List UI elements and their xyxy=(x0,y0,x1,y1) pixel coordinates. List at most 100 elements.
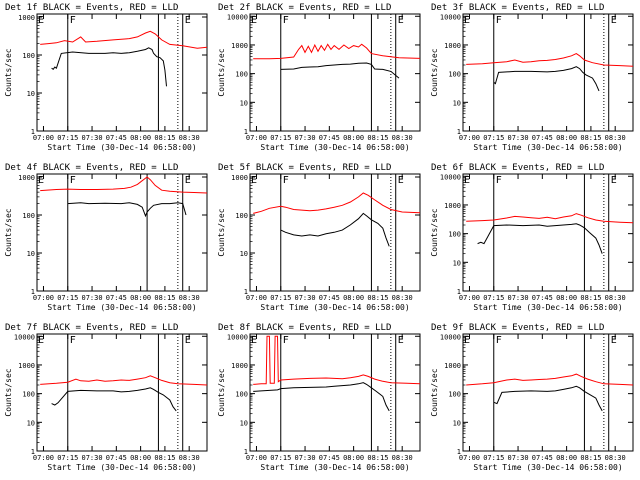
event-marker-label: F xyxy=(496,335,502,346)
event-marker-label: E xyxy=(398,335,404,346)
x-tick-label: 08:15 xyxy=(580,294,601,302)
y-tick-label: 1000 xyxy=(444,362,461,370)
event-marker-label: F xyxy=(283,175,289,186)
panel-title: Det 7f BLACK = Events, RED = LLD xyxy=(5,323,178,333)
x-axis-label: Start Time (30-Dec-14 06:58:00) xyxy=(47,463,196,472)
panel-title: Det 2f BLACK = Events, RED = LLD xyxy=(218,3,391,13)
events-series-line xyxy=(280,212,390,247)
y-tick-label: 1 xyxy=(244,288,248,296)
events-series-line xyxy=(51,47,167,87)
x-tick-label: 07:30 xyxy=(295,294,316,302)
x-tick-label: 07:00 xyxy=(246,294,267,302)
events-series-line xyxy=(67,202,187,218)
y-tick-label: 1000 xyxy=(444,42,461,50)
x-tick-label: 07:15 xyxy=(270,294,291,302)
y-tick-label: 1 xyxy=(31,448,35,456)
events-series-line xyxy=(477,223,603,254)
lld-series-line xyxy=(253,43,421,60)
event-marker-label: F xyxy=(283,15,289,26)
x-tick-label: 08:30 xyxy=(605,294,626,302)
plot-frame xyxy=(249,333,421,452)
x-tick-label: 08:30 xyxy=(179,134,200,142)
y-tick-label: 1 xyxy=(457,448,461,456)
plot-frame xyxy=(462,333,634,452)
x-tick-label: 07:30 xyxy=(82,134,103,142)
x-tick-label: 07:15 xyxy=(483,454,504,462)
y-tick-label: 10000 xyxy=(440,333,461,341)
x-tick-label: 07:45 xyxy=(106,134,127,142)
y-axis-label: Counts/sec xyxy=(4,208,13,256)
left-edge-marker-label: E xyxy=(251,335,257,346)
x-tick-label: 07:45 xyxy=(319,294,340,302)
x-tick-label: 07:15 xyxy=(270,454,291,462)
panel-8: Det 8f BLACK = Events, RED = LLD Counts/s… xyxy=(217,323,421,472)
x-tick-label: 07:00 xyxy=(246,134,267,142)
y-tick-label: 1 xyxy=(244,128,248,136)
x-tick-label: 07:30 xyxy=(295,134,316,142)
left-edge-marker-label: E xyxy=(38,175,44,186)
y-tick-label: 10 xyxy=(240,99,248,107)
x-tick-label: 08:00 xyxy=(130,454,151,462)
x-tick-label: 08:15 xyxy=(154,134,175,142)
y-tick-label: 1 xyxy=(244,448,248,456)
x-tick-label: 08:00 xyxy=(556,134,577,142)
x-tick-label: 07:15 xyxy=(483,294,504,302)
y-tick-label: 10000 xyxy=(440,13,461,21)
left-edge-marker-label: E xyxy=(38,335,44,346)
x-tick-label: 08:00 xyxy=(343,134,364,142)
x-tick-label: 07:45 xyxy=(319,454,340,462)
event-marker-label: E xyxy=(611,335,617,346)
y-tick-label: 1000 xyxy=(18,362,35,370)
x-tick-label: 08:30 xyxy=(392,454,413,462)
x-tick-label: 08:00 xyxy=(343,454,364,462)
y-axis-label: Counts/sec xyxy=(4,48,13,96)
x-tick-label: 08:30 xyxy=(605,134,626,142)
x-axis-label: Start Time (30-Dec-14 06:58:00) xyxy=(260,303,409,312)
panel-5: Det 5f BLACK = Events, RED = LLD Counts/s… xyxy=(217,163,421,312)
x-tick-label: 07:30 xyxy=(508,294,529,302)
event-marker-label: E xyxy=(611,15,617,26)
x-tick-label: 08:00 xyxy=(556,294,577,302)
lld-series-line xyxy=(253,192,421,214)
y-axis-label: Counts/sec xyxy=(430,368,439,416)
x-tick-label: 07:15 xyxy=(57,134,78,142)
x-axis-label: Start Time (30-Dec-14 06:58:00) xyxy=(473,303,622,312)
y-tick-label: 100 xyxy=(235,71,248,79)
x-tick-label: 07:30 xyxy=(82,454,103,462)
y-tick-label: 100 xyxy=(448,231,461,239)
x-tick-label: 08:30 xyxy=(179,454,200,462)
x-tick-label: 07:45 xyxy=(532,134,553,142)
panel-title: Det 1f BLACK = Events, RED = LLD xyxy=(5,3,178,13)
events-series-line xyxy=(493,66,600,92)
panel-title: Det 5f BLACK = Events, RED = LLD xyxy=(218,163,391,173)
lld-series-line xyxy=(40,176,208,194)
x-tick-label: 08:00 xyxy=(343,294,364,302)
x-tick-label: 07:30 xyxy=(295,454,316,462)
x-tick-label: 08:15 xyxy=(580,454,601,462)
x-axis-label: Start Time (30-Dec-14 06:58:00) xyxy=(260,463,409,472)
event-marker-label: E xyxy=(185,335,191,346)
plot-frame xyxy=(249,13,421,132)
event-marker-label: E xyxy=(185,15,191,26)
y-tick-label: 100 xyxy=(235,212,248,220)
y-tick-label: 1000 xyxy=(231,174,248,182)
panel-title: Det 3f BLACK = Events, RED = LLD xyxy=(431,3,604,13)
x-tick-label: 08:00 xyxy=(556,454,577,462)
y-tick-label: 100 xyxy=(22,212,35,220)
y-tick-label: 100 xyxy=(22,52,35,60)
x-tick-label: 07:30 xyxy=(508,454,529,462)
x-tick-label: 08:15 xyxy=(580,134,601,142)
y-tick-label: 1 xyxy=(31,128,35,136)
y-axis-label: Counts/sec xyxy=(217,368,226,416)
y-axis-label: Counts/sec xyxy=(430,208,439,256)
x-tick-label: 08:30 xyxy=(392,134,413,142)
lld-series-line xyxy=(466,373,634,386)
left-edge-marker-label: E xyxy=(251,15,257,26)
x-axis-label: Start Time (30-Dec-14 06:58:00) xyxy=(473,463,622,472)
x-tick-label: 07:45 xyxy=(532,294,553,302)
event-marker-label: F xyxy=(496,175,502,186)
y-tick-label: 1000 xyxy=(444,202,461,210)
x-tick-label: 07:15 xyxy=(57,294,78,302)
y-tick-label: 10 xyxy=(240,250,248,258)
